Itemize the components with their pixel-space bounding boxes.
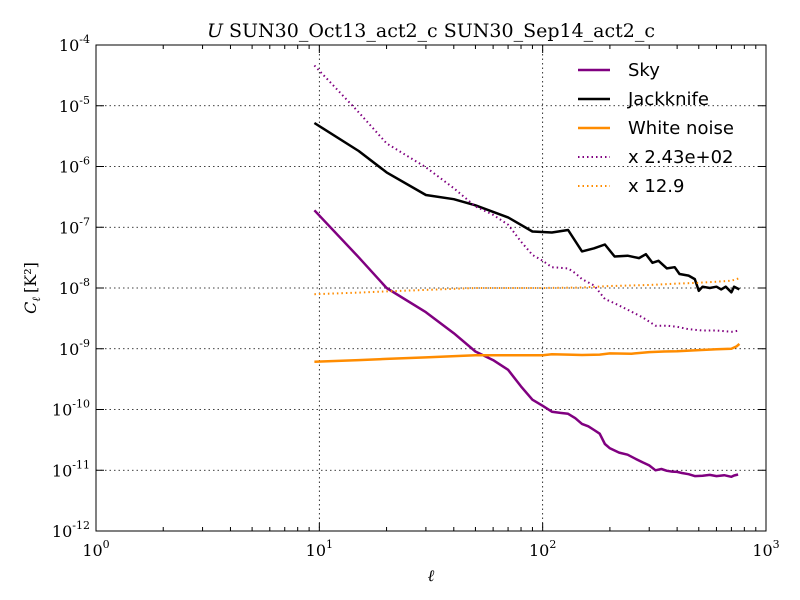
series-line-1 <box>313 121 740 294</box>
y-axis-label-subscript: ℓ <box>30 297 43 302</box>
series-line-3 <box>313 64 740 333</box>
y-tick-label: 10-6 <box>59 155 90 177</box>
y-tick-label: 10-5 <box>59 94 90 116</box>
x-tick-label: 102 <box>529 538 556 560</box>
series-line-2 <box>314 342 741 364</box>
x-tick-label: 100 <box>82 538 109 560</box>
plot-series <box>313 64 741 479</box>
y-tick-label: 10-12 <box>52 519 90 541</box>
legend-label: x 12.9 <box>628 176 684 197</box>
y-axis-label-units: [K²] <box>21 262 40 293</box>
x-tick-label: 101 <box>306 538 333 560</box>
y-tick-label: 10-4 <box>59 33 90 55</box>
legend-label: x 2.43e+02 <box>628 147 734 168</box>
y-tick-label: 10-9 <box>59 337 90 359</box>
series-line-0 <box>313 209 739 479</box>
axis-ticks: 100 101 102 103 10-12 10-11 10-10 10-9 10-8 10-7 1… <box>52 33 780 560</box>
legend-label: Jackknife <box>627 89 709 110</box>
chart-title-text: SUN30_Oct13_act2_c SUN30_Sep14_act2_c <box>229 20 655 42</box>
y-tick-label: 10-7 <box>59 215 90 237</box>
chart-title: U SUN30_Oct13_act2_c SUN30_Sep14_act2_c <box>207 20 655 42</box>
y-tick-label: 10-10 <box>52 398 90 420</box>
y-tick-label: 10-8 <box>59 276 90 298</box>
legend-label: Sky <box>628 60 660 81</box>
x-axis-label: ℓ <box>428 566 435 585</box>
chart-title-symbol: U <box>207 20 224 42</box>
y-axis-label: Cℓ [K²] <box>21 262 43 314</box>
y-tick-label: 10-11 <box>52 458 90 480</box>
legend: Sky Jackknife White noise x 2.43e+02 x 12.9 <box>578 60 734 197</box>
legend-label: White noise <box>628 118 734 139</box>
y-axis-label-symbol: C <box>21 302 40 314</box>
x-tick-label: 103 <box>752 538 779 560</box>
